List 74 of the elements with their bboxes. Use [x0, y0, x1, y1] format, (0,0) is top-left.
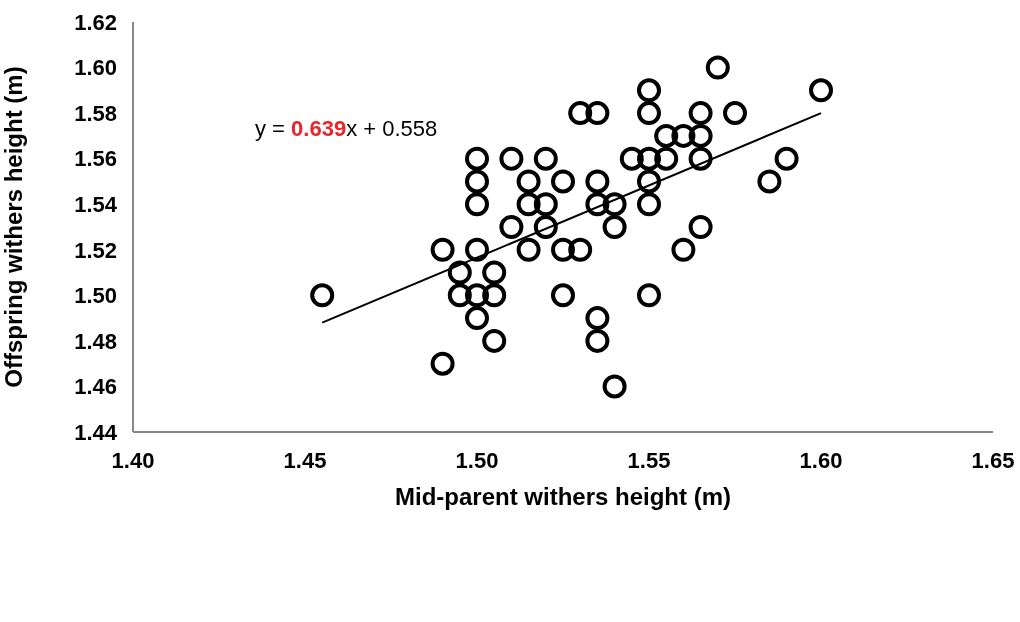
point — [568, 101, 593, 126]
point — [499, 215, 524, 239]
point — [430, 351, 455, 376]
point — [671, 237, 696, 262]
point — [637, 146, 661, 171]
point — [430, 237, 455, 262]
point — [809, 78, 833, 103]
y-tick-label: 1.54 — [74, 192, 118, 218]
point — [602, 192, 627, 217]
y-tick-label: 1.62 — [74, 9, 117, 35]
point — [465, 283, 489, 308]
point — [774, 146, 799, 171]
point — [585, 328, 610, 353]
point — [482, 260, 507, 285]
point — [516, 237, 541, 262]
point — [723, 101, 747, 126]
point — [637, 101, 661, 126]
point — [585, 101, 610, 126]
point — [447, 260, 472, 285]
y-tick-label: 1.58 — [74, 100, 117, 126]
point — [551, 169, 575, 194]
point — [551, 283, 575, 308]
annotation: y = 0.639x + 0.558 — [255, 116, 438, 141]
point — [688, 146, 713, 171]
y-tick-label: 1.44 — [74, 419, 118, 445]
point — [465, 237, 489, 262]
point — [516, 192, 541, 217]
point — [447, 283, 472, 308]
point — [757, 169, 782, 194]
point — [482, 283, 507, 308]
point — [654, 123, 679, 148]
point — [637, 283, 661, 308]
point — [585, 306, 610, 331]
y-tick-label: 1.60 — [74, 55, 117, 81]
x-tick-label: 1.40 — [111, 447, 155, 473]
point — [619, 146, 644, 171]
x-axis-title: Mid-parent withers height (m) — [395, 483, 731, 510]
x-tick-label: 1.50 — [455, 447, 499, 473]
point — [516, 169, 541, 194]
point — [533, 215, 558, 239]
point — [568, 237, 593, 262]
point — [654, 146, 679, 171]
point — [671, 123, 696, 148]
point — [705, 55, 730, 80]
point — [688, 215, 713, 239]
point — [602, 374, 627, 399]
point — [585, 169, 610, 194]
point — [533, 192, 558, 217]
y-tick-label: 1.50 — [74, 283, 117, 309]
point — [465, 169, 489, 194]
y-tick-label: 1.52 — [74, 237, 117, 263]
x-tick-label: 1.55 — [627, 447, 671, 473]
y-axis-title: Offspring withers height (m) — [0, 66, 27, 388]
x-tick-label: 1.45 — [283, 447, 327, 473]
point — [602, 215, 627, 239]
point — [688, 101, 713, 126]
point — [533, 146, 558, 171]
point — [637, 78, 661, 103]
point — [310, 283, 335, 308]
point — [499, 146, 524, 171]
y-tick-label: 1.56 — [74, 146, 117, 172]
point — [482, 328, 507, 353]
point — [637, 192, 661, 217]
point — [551, 237, 575, 262]
y-tick-label: 1.48 — [74, 328, 117, 354]
point — [688, 123, 713, 148]
point — [465, 306, 489, 331]
point — [585, 192, 610, 217]
y-tick-label: 1.46 — [74, 374, 117, 400]
point — [465, 192, 489, 217]
point — [465, 146, 489, 171]
x-tick-label: 1.65 — [971, 447, 1015, 473]
point — [637, 169, 661, 194]
x-tick-label: 1.60 — [799, 447, 843, 473]
